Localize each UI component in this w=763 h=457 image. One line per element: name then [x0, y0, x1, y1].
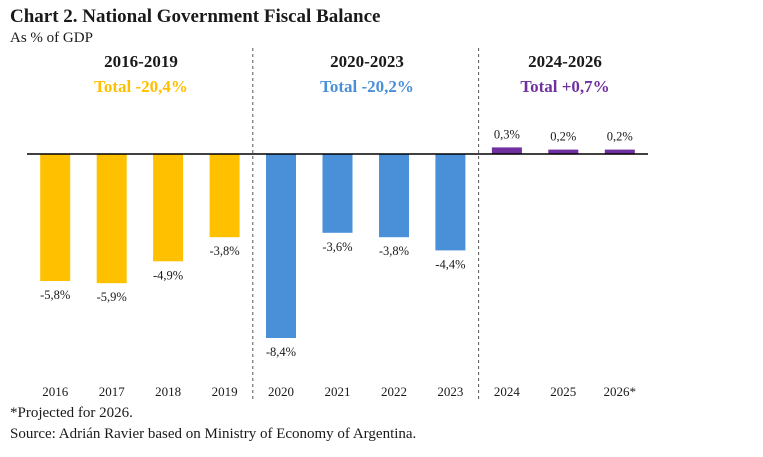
period-total-2020-2023: Total -20,2% — [320, 77, 414, 96]
x-tick-labels-group: 2016 2017 2018 2019 2020 2021 2022 2023 2024 2025… — [42, 384, 636, 399]
period-dividers — [252, 48, 480, 402]
chart-notes: *Projected for 2026. Source: Adrián Ravi… — [10, 403, 416, 445]
bar-2026 — [604, 149, 635, 154]
x-tick-2020: 2020 — [268, 384, 294, 399]
x-tick-2026: 2026* — [604, 384, 637, 399]
bar-2021 — [322, 154, 353, 233]
bar-2019 — [209, 154, 240, 238]
x-tick-2024: 2024 — [494, 384, 521, 399]
bar-2023 — [435, 154, 466, 251]
x-tick-2021: 2021 — [325, 384, 351, 399]
x-tick-2025: 2025 — [550, 384, 576, 399]
period-total-2016-2019: Total -20,4% — [94, 77, 188, 96]
bar-2024 — [491, 147, 522, 154]
value-label-2021: -3,6% — [322, 240, 352, 254]
x-tick-2016: 2016 — [42, 384, 69, 399]
period-label-2024-2026: 2024-2026 — [528, 52, 602, 71]
value-label-2016: -5,8% — [40, 288, 70, 302]
projected-note: *Projected for 2026. — [10, 405, 133, 421]
bar-2016 — [40, 154, 71, 281]
period-total-2024-2026: Total +0,7% — [520, 77, 610, 96]
period-label-2016-2019: 2016-2019 — [104, 52, 178, 71]
value-label-2017: -5,9% — [97, 290, 127, 304]
value-label-2024: 0,3% — [494, 127, 520, 141]
chart-title: Chart 2. National Government Fiscal Bala… — [10, 6, 381, 27]
value-labels-group: -5,8% -5,9% -4,9% -3,8% -8,4% -3,6% -3,8% -4,4%… — [40, 127, 633, 359]
value-label-2022: -3,8% — [379, 244, 409, 258]
x-tick-2017: 2017 — [99, 384, 126, 399]
value-label-2018: -4,9% — [153, 268, 183, 282]
bar-2018 — [153, 154, 184, 262]
x-tick-2018: 2018 — [155, 384, 181, 399]
value-label-2020: -8,4% — [266, 345, 296, 359]
value-label-2023: -4,4% — [435, 257, 465, 271]
value-label-2025: 0,2% — [550, 130, 576, 144]
bar-2022 — [379, 154, 409, 238]
value-label-2026: 0,2% — [607, 130, 633, 144]
x-tick-2023: 2023 — [437, 384, 463, 399]
source-note: Source: Adrián Ravier based on Ministry … — [10, 426, 417, 442]
bar-2025 — [548, 149, 579, 154]
period-label-2020-2023: 2020-2023 — [330, 52, 404, 71]
bar-2020 — [266, 154, 296, 338]
chart-subtitle: As % of GDP — [10, 30, 93, 46]
x-tick-2022: 2022 — [381, 384, 407, 399]
x-tick-2019: 2019 — [212, 384, 238, 399]
bar-2017 — [96, 154, 127, 284]
bars-group — [40, 147, 635, 338]
value-label-2019: -3,8% — [209, 244, 239, 258]
